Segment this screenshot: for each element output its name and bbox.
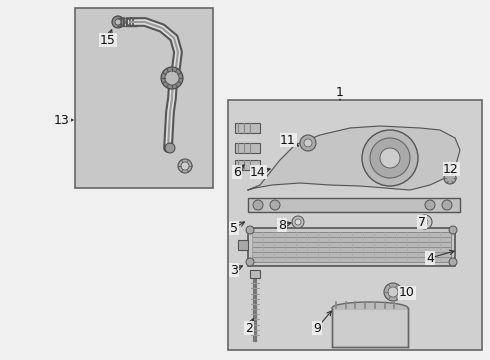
Circle shape: [270, 200, 280, 210]
Circle shape: [115, 19, 121, 25]
Circle shape: [370, 138, 410, 178]
Circle shape: [444, 172, 456, 184]
Circle shape: [161, 67, 183, 89]
Text: 13: 13: [54, 113, 70, 126]
Text: 11: 11: [280, 134, 296, 147]
Bar: [238, 240, 248, 250]
Polygon shape: [248, 126, 460, 190]
Circle shape: [246, 258, 254, 266]
Bar: [332, 308, 408, 347]
Bar: [235, 123, 260, 133]
Text: 1: 1: [336, 86, 344, 99]
Text: 7: 7: [418, 216, 426, 229]
Text: 3: 3: [230, 264, 238, 276]
Text: 8: 8: [278, 219, 286, 231]
Text: 2: 2: [245, 321, 253, 334]
Circle shape: [292, 216, 304, 228]
Circle shape: [362, 130, 418, 186]
Circle shape: [384, 283, 402, 301]
Circle shape: [112, 16, 124, 28]
Bar: [235, 160, 260, 170]
Bar: [250, 270, 260, 278]
Circle shape: [181, 162, 189, 170]
Circle shape: [253, 200, 263, 210]
Circle shape: [246, 226, 254, 234]
Circle shape: [178, 159, 192, 173]
Circle shape: [418, 215, 432, 229]
Circle shape: [300, 135, 316, 151]
Circle shape: [295, 219, 301, 225]
Circle shape: [380, 148, 400, 168]
Text: 12: 12: [443, 162, 459, 176]
Text: 5: 5: [230, 221, 238, 234]
Bar: [248, 228, 455, 266]
Text: 4: 4: [426, 252, 434, 265]
Circle shape: [449, 258, 457, 266]
Circle shape: [442, 200, 452, 210]
Circle shape: [422, 219, 428, 225]
Bar: [75, 8, 213, 188]
Circle shape: [449, 226, 457, 234]
Bar: [235, 143, 260, 153]
Circle shape: [165, 71, 179, 85]
Text: 9: 9: [313, 321, 321, 334]
Text: 10: 10: [399, 287, 415, 300]
Circle shape: [304, 139, 312, 147]
Text: 14: 14: [250, 166, 266, 179]
Bar: [228, 100, 482, 350]
Circle shape: [388, 287, 398, 297]
Bar: [248, 198, 460, 212]
Circle shape: [165, 143, 175, 153]
Text: 6: 6: [233, 166, 241, 179]
Circle shape: [425, 200, 435, 210]
Bar: [252, 232, 451, 262]
Text: 15: 15: [100, 33, 116, 46]
